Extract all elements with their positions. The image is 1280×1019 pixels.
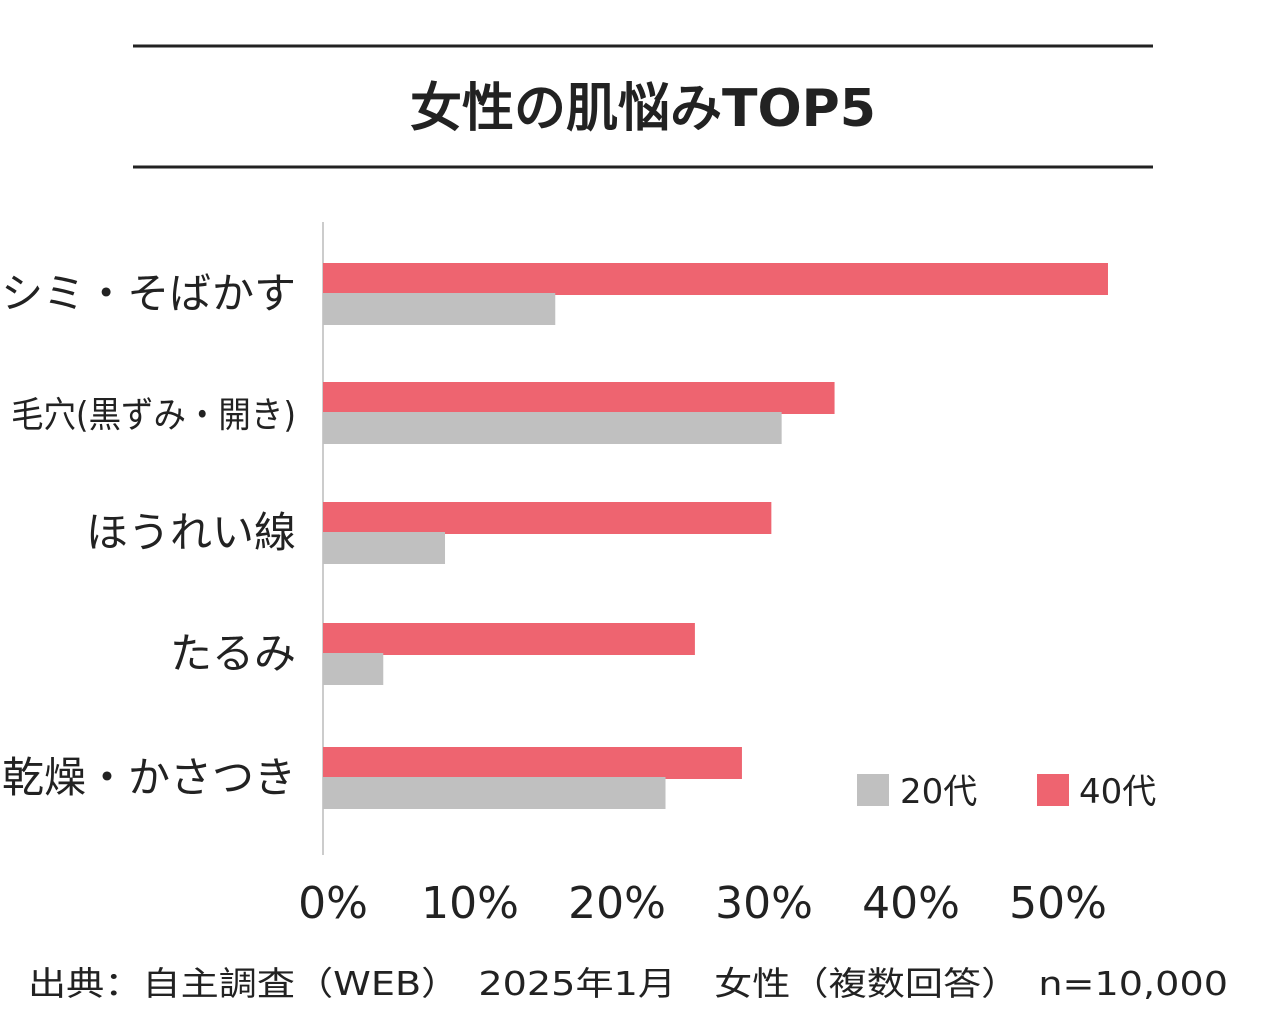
bar-20s [323, 412, 782, 444]
bar-40s [323, 263, 1108, 295]
bar-40s [323, 382, 835, 414]
legend-label-20s: 20代 [900, 772, 977, 812]
x-tick-label: 40% [862, 878, 960, 929]
category-label: ほうれい線 [86, 508, 296, 557]
category-label: たるみ [170, 629, 296, 678]
x-tick-label: 50% [1009, 878, 1107, 929]
legend-swatch-40s [1037, 774, 1069, 806]
x-tick-label: 20% [568, 878, 666, 929]
x-tick-label: 30% [715, 878, 813, 929]
x-tick-label: 10% [421, 878, 519, 929]
bar-20s [323, 532, 446, 564]
legend-label-40s: 40代 [1079, 772, 1156, 812]
source-footer: 出典：自主調査（WEB） 2025年1月 女性（複数回答） n=10,000 [28, 964, 1228, 1003]
category-label: 毛穴(黒ずみ・開き) [11, 395, 296, 436]
legend: 20代 40代 [857, 772, 1156, 812]
bar-40s [323, 623, 695, 655]
bar-40s [323, 502, 772, 534]
bar-40s [323, 747, 742, 779]
category-label: シミ・そばかす [1, 269, 296, 318]
legend-swatch-20s [857, 774, 889, 806]
chart-title: 女性の肌悩みTOP5 [410, 79, 876, 139]
bar-20s [323, 653, 384, 685]
bar-20s [323, 777, 666, 809]
bar-20s [323, 293, 556, 325]
category-label: 乾燥・かさつき [2, 753, 296, 802]
x-tick-label: 0% [298, 878, 368, 929]
